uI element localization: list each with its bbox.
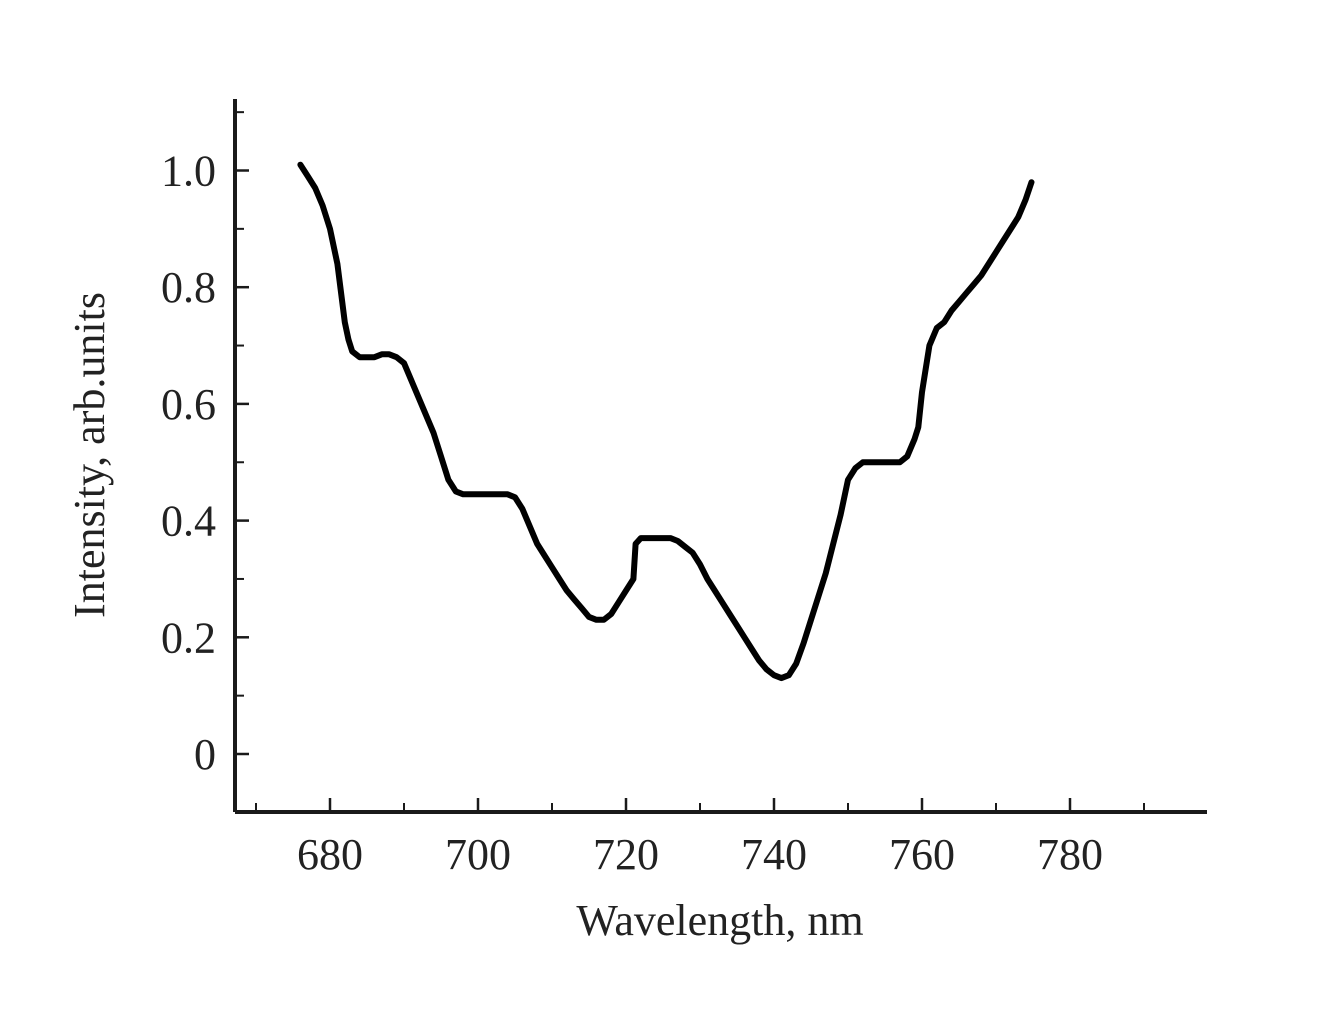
y-axis-ticks [235, 111, 249, 814]
y-tick-label: 0.2 [161, 613, 216, 662]
y-tick-label: 0.8 [161, 263, 216, 312]
x-tick-label: 720 [593, 830, 659, 879]
x-tick-label: 700 [445, 830, 511, 879]
y-axis: 0 0.2 0.4 0.6 0.8 1.0 [161, 99, 249, 814]
x-axis-tick-labels: 680 700 720 740 760 780 [297, 830, 1103, 879]
y-tick-label: 0.4 [161, 497, 216, 546]
y-axis-tick-labels: 0 0.2 0.4 0.6 0.8 1.0 [161, 147, 216, 780]
spectrum-line [297, 161, 1035, 682]
x-tick-label: 740 [741, 830, 807, 879]
y-tick-label: 0.6 [161, 380, 216, 429]
x-axis: 680 700 720 740 760 780 [235, 798, 1207, 879]
x-tick-label: 760 [889, 830, 955, 879]
x-axis-title: Wavelength, nm [576, 896, 863, 945]
y-tick-label: 1.0 [161, 147, 216, 196]
x-axis-ticks [255, 798, 1145, 812]
x-tick-label: 680 [297, 830, 363, 879]
y-tick-label: 0 [194, 730, 216, 779]
y-axis-title: Intensity, arb.units [65, 292, 114, 618]
x-tick-label: 780 [1037, 830, 1103, 879]
series-group [297, 161, 1035, 682]
